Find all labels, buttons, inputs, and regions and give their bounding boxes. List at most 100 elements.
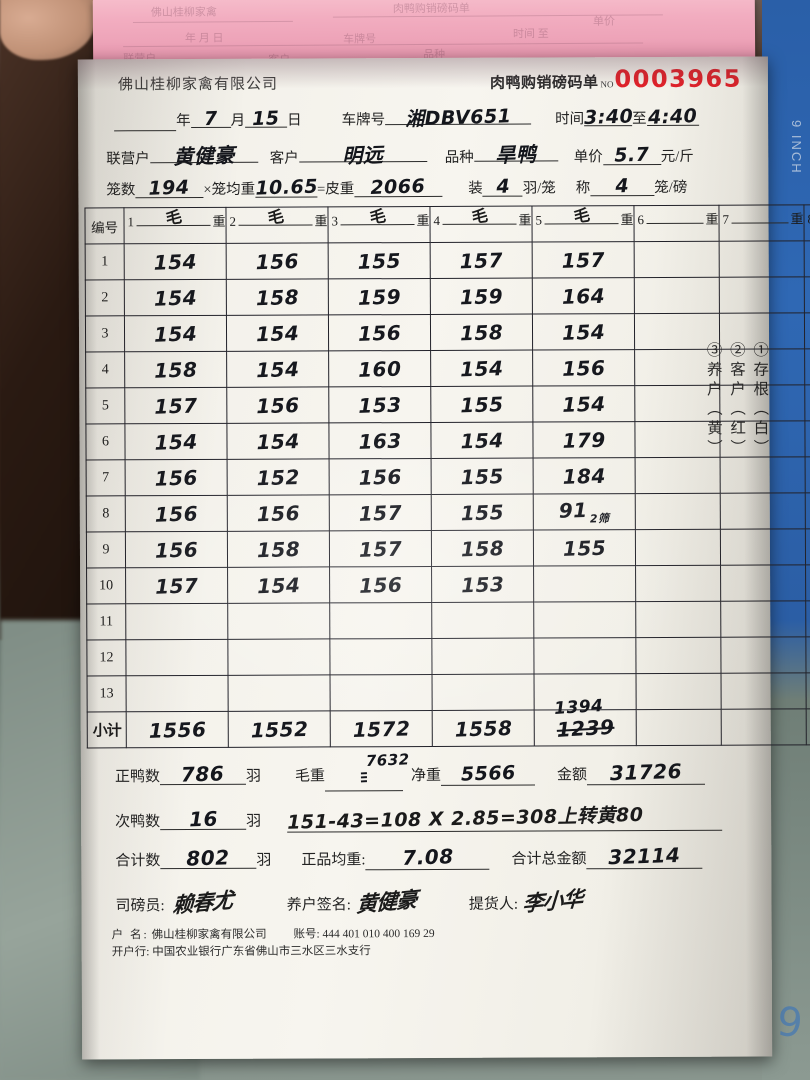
- field-time[interactable]: 时间 3:40 至 4:40: [555, 105, 699, 129]
- weight-cell[interactable]: 155: [431, 458, 534, 495]
- weight-cell[interactable]: 184: [533, 457, 636, 495]
- weight-cell[interactable]: [431, 638, 535, 675]
- weight-cell[interactable]: 152: [227, 458, 330, 496]
- weight-cell[interactable]: [329, 638, 433, 675]
- weight-cell[interactable]: 155: [431, 494, 534, 531]
- weight-cell[interactable]: 156: [226, 386, 329, 424]
- weight-cell[interactable]: [719, 276, 805, 314]
- weight-cell[interactable]: [533, 601, 636, 639]
- weight-cell[interactable]: 160: [328, 350, 431, 387]
- weight-cell[interactable]: 156: [532, 349, 635, 387]
- field-average-weight[interactable]: 正品均重: 7.08: [301, 844, 490, 871]
- field-total-count[interactable]: 合计数 802 羽: [115, 845, 271, 870]
- weight-cell[interactable]: 155: [328, 242, 431, 279]
- weight-cell[interactable]: 157: [124, 387, 227, 424]
- weight-cell[interactable]: [721, 672, 807, 710]
- subtotal-cell[interactable]: 1556: [126, 711, 229, 748]
- weight-cell[interactable]: [804, 276, 810, 313]
- subtotal-cell[interactable]: 1558: [432, 710, 535, 747]
- weight-cell[interactable]: 154: [124, 243, 227, 280]
- weight-cell[interactable]: 154: [226, 350, 329, 388]
- weight-cell[interactable]: 158: [227, 530, 330, 568]
- weight-cell[interactable]: [126, 675, 229, 712]
- field-total-amount[interactable]: 合计总金额 32114: [511, 843, 703, 870]
- field-amount[interactable]: 金额 31726: [557, 759, 706, 786]
- weight-cell[interactable]: 153: [328, 386, 431, 423]
- weight-cell[interactable]: [634, 241, 720, 278]
- field-gross-weight[interactable]: 毛重 7632: [295, 750, 410, 792]
- weight-cell[interactable]: 157: [430, 242, 533, 279]
- weight-cell[interactable]: [804, 348, 810, 385]
- weight-cell[interactable]: [634, 277, 720, 314]
- weight-cell[interactable]: 159: [430, 278, 533, 315]
- field-tare[interactable]: 皮重 2066: [325, 175, 443, 199]
- weight-cell[interactable]: 157: [125, 567, 228, 604]
- subtotal-cell[interactable]: [806, 708, 810, 745]
- weight-cell[interactable]: [805, 564, 810, 601]
- weight-cell[interactable]: [806, 672, 810, 709]
- weight-cell[interactable]: 154: [430, 350, 533, 387]
- subtotal-cell[interactable]: [636, 709, 722, 746]
- weight-cell[interactable]: 154: [227, 566, 330, 604]
- weight-cell[interactable]: 163: [328, 422, 432, 459]
- weight-cell[interactable]: [635, 493, 721, 530]
- weight-cell[interactable]: 155: [430, 386, 533, 423]
- field-load[interactable]: 装 4 羽/笼: [468, 175, 556, 197]
- weight-cell[interactable]: [804, 420, 810, 457]
- weight-cell[interactable]: [805, 528, 810, 565]
- weight-cell[interactable]: 157: [329, 530, 432, 567]
- weight-cell[interactable]: 154: [124, 279, 227, 316]
- subtotal-cell[interactable]: [721, 708, 807, 746]
- field-farmer[interactable]: 养户签名: 黄健豪: [287, 886, 418, 917]
- weight-cell[interactable]: [533, 565, 636, 603]
- subtotal-cell[interactable]: 1572: [330, 710, 433, 747]
- weight-cell[interactable]: 158: [124, 351, 227, 388]
- weight-cell[interactable]: 156: [125, 495, 228, 532]
- weight-cell[interactable]: 156: [329, 458, 432, 495]
- calculation-note-line[interactable]: 151-43=108 X 2.85=308上转黄80: [287, 802, 723, 834]
- weight-cell[interactable]: [330, 674, 433, 711]
- weight-cell[interactable]: 179: [532, 421, 636, 459]
- weight-cell[interactable]: [636, 673, 722, 710]
- weight-cell[interactable]: [805, 600, 810, 637]
- weight-cell[interactable]: 154: [532, 313, 635, 351]
- weight-cell[interactable]: [533, 637, 637, 675]
- field-breed[interactable]: 品种 旱鸭: [445, 138, 558, 167]
- weight-cell[interactable]: [635, 457, 721, 494]
- weight-cell[interactable]: 156: [125, 531, 228, 568]
- weight-cell[interactable]: 156: [329, 566, 432, 603]
- field-cage-average[interactable]: 笼均重 10.65: [212, 176, 318, 200]
- field-price[interactable]: 单价 5.7 元/斤: [574, 144, 694, 167]
- weight-cell[interactable]: 154: [430, 422, 534, 459]
- weight-cell[interactable]: [227, 638, 331, 676]
- weight-cell[interactable]: 153: [431, 566, 534, 603]
- weight-cell[interactable]: 164: [532, 277, 635, 315]
- field-year[interactable]: 年: [114, 109, 191, 132]
- field-net-weight[interactable]: 净重 5566: [411, 762, 536, 787]
- weight-cell[interactable]: [720, 636, 807, 674]
- field-weigh[interactable]: 称 4 笼/磅: [576, 175, 688, 197]
- field-month[interactable]: 7 月: [190, 108, 246, 130]
- weight-cell[interactable]: [804, 312, 810, 349]
- weight-cell[interactable]: 157: [532, 241, 635, 279]
- field-receiver[interactable]: 提货人: 李小华: [469, 885, 583, 917]
- weight-cell[interactable]: 154: [124, 315, 227, 352]
- weight-cell[interactable]: 154: [532, 385, 635, 423]
- subtotal-cell[interactable]: 1552: [228, 710, 331, 748]
- weight-cell[interactable]: 91 2筛: [533, 493, 636, 531]
- weight-cell[interactable]: [805, 456, 810, 493]
- weight-cell[interactable]: 156: [328, 314, 431, 351]
- weight-cell[interactable]: [720, 600, 806, 638]
- weight-cell[interactable]: [720, 492, 806, 530]
- weight-cell[interactable]: [720, 564, 806, 602]
- weight-cell[interactable]: [805, 492, 810, 529]
- weight-cell[interactable]: 158: [431, 530, 534, 567]
- weight-cell[interactable]: 154: [226, 422, 330, 460]
- weight-cell[interactable]: 154: [226, 314, 329, 352]
- weight-cell[interactable]: [720, 528, 806, 566]
- weight-cell[interactable]: [804, 240, 810, 277]
- weight-cell[interactable]: 158: [430, 314, 533, 351]
- weight-cell[interactable]: 157: [329, 494, 432, 531]
- weight-cell[interactable]: [635, 601, 721, 638]
- weight-cell[interactable]: [719, 240, 805, 278]
